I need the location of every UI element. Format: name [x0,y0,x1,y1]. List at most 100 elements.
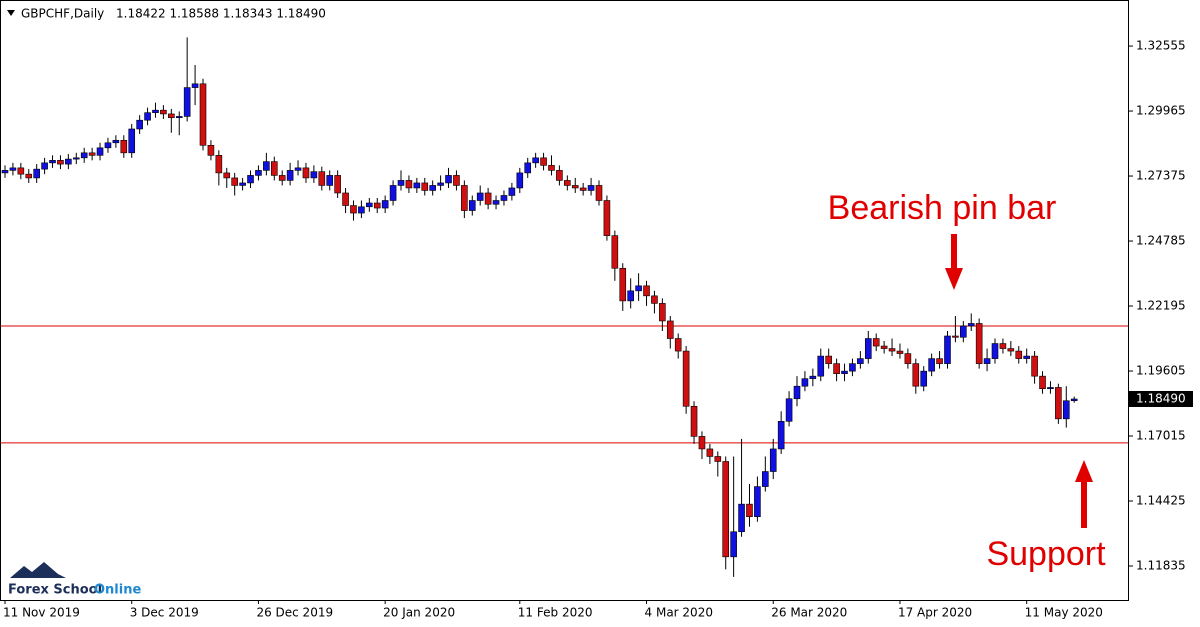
candle-body [112,139,120,144]
x-tick-label: 3 Dec 2019 [130,606,199,620]
candle-body [532,157,539,164]
x-tick-label: 11 May 2020 [1025,606,1103,620]
candle-body [754,486,761,517]
candle-body [730,531,737,558]
candle-body [437,182,444,186]
candle-body [524,162,532,174]
candle-body [247,175,254,184]
candle-body [1015,350,1023,359]
candle-body [817,355,825,377]
plot-frame [0,0,1129,601]
candle-body [1023,355,1030,359]
candle-body [294,167,302,171]
candle-body [461,185,468,211]
candle-body [381,200,389,209]
candle-body [571,185,579,189]
candle-body [310,171,318,179]
candle-body [714,456,722,462]
candle-body [334,175,341,194]
candle-body [920,370,928,387]
candle-body [366,202,373,208]
candle-body [944,335,951,364]
candle-body [88,152,96,156]
y-tick-label: 1.14425 [1136,494,1186,508]
candle-body [516,172,524,189]
x-tick-label: 4 Mar 2020 [645,606,713,620]
y-tick-label: 1.29965 [1136,104,1186,118]
candle-body [1039,375,1046,390]
candle-body [96,147,104,156]
candle-body [1031,355,1038,377]
candle-body [635,285,642,292]
y-tick-label: 1.19605 [1136,364,1186,378]
candle-body [674,338,682,352]
candle-body [120,139,128,154]
candle-body [421,182,429,191]
candle-body [358,206,365,214]
logo: Forex School Online [8,562,141,598]
candle-body [1070,398,1078,402]
candle-body [286,170,294,181]
candle-body [952,335,959,338]
x-tick-label: 26 Dec 2019 [256,606,333,620]
candle-body [484,192,492,205]
candle-body [278,175,286,181]
annotation: Support [986,535,1106,573]
candle-body [500,195,508,201]
candle-body [928,358,935,372]
candle-body [960,325,967,338]
candle-body [49,160,56,164]
arrow-down [945,234,963,290]
candle-body [215,155,223,174]
price-tag-label: 1.18490 [1136,391,1186,405]
candle-body [239,182,246,186]
candle-body [429,185,436,191]
candle-body [1062,400,1070,420]
candle-body [72,157,80,160]
candle-body [587,185,595,191]
candle-body [643,285,650,297]
candle-body [270,161,278,176]
candle-body [785,398,793,422]
candle-body [595,185,603,201]
candle-body [809,375,817,379]
candle-body [833,363,840,374]
candle-body [722,461,730,558]
candle-body [690,405,698,437]
candle-body [350,205,357,214]
candle-body [476,192,484,201]
x-tick-label: 17 Apr 2020 [898,606,972,620]
candle-body [896,350,904,354]
y-tick-label: 1.22195 [1136,299,1186,313]
candle-body [405,180,413,189]
candle-body [508,187,516,196]
candle-body [152,109,159,113]
candle-body [540,157,547,166]
candle-body [104,142,112,149]
candle-body [397,180,405,186]
candle-body [57,160,64,165]
candle-body [849,363,856,372]
candle-body [603,200,611,236]
candle-body [128,128,136,154]
candle-body [1007,348,1015,352]
candle-body [706,448,714,457]
candle-body [17,167,25,175]
candle-body [912,363,920,387]
candle-body [191,83,199,88]
candle-body [468,200,476,211]
logo-suffix: Online [94,583,141,598]
candle-body [682,350,690,407]
candle-body [65,158,72,165]
candle-body [579,187,587,191]
x-tick-label: 26 Mar 2020 [771,606,847,620]
candle-body [857,358,864,364]
candle-body [326,175,334,186]
x-tick-label: 11 Feb 2020 [518,606,593,620]
candle-body [769,448,777,472]
candle-body [666,320,674,339]
candle-body [746,503,753,517]
annotation: Bearish pin bar [828,189,1057,227]
candle-body [80,152,88,159]
candle-body [183,87,191,117]
